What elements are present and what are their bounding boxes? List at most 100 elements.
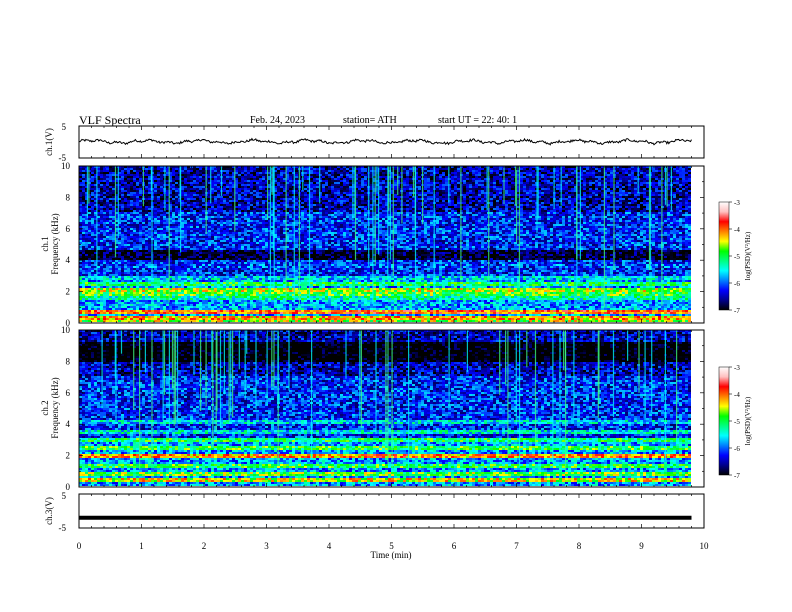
spectrogram-cell (511, 172, 514, 174)
spectrogram-cell (286, 200, 289, 202)
spectrogram-cell (250, 198, 253, 200)
spectrogram-cell (595, 188, 598, 190)
spectrogram-cell (397, 206, 400, 208)
spectrogram-cell (580, 174, 583, 176)
spectrogram-cell (199, 192, 202, 194)
spectrogram-cell (550, 178, 553, 180)
spectrogram-cell (190, 190, 193, 192)
spectrogram-cell (634, 194, 637, 196)
spectrogram-cell (130, 194, 133, 196)
spectrogram-cell (556, 184, 559, 186)
spectrogram-cell (169, 204, 172, 206)
spectrogram-cell (499, 190, 502, 192)
spectrogram-cell (493, 192, 496, 194)
spectrogram-cell (202, 186, 205, 188)
spectrogram-cell (103, 188, 106, 190)
spectrogram-cell (643, 168, 646, 170)
spectrogram-cell (241, 214, 244, 216)
spectrogram-cell (79, 188, 82, 190)
spectrogram-cell (178, 200, 181, 202)
spectrogram-cell (508, 204, 511, 206)
spectrogram-cell (202, 168, 205, 170)
spectrogram-cell (346, 202, 349, 204)
spectrogram-cell (277, 198, 280, 200)
spectrogram-cell (313, 212, 316, 214)
spectrogram-cell (574, 208, 577, 210)
spectrogram-cell (541, 204, 544, 206)
spectrogram-cell (322, 204, 325, 206)
spectrogram-cell (523, 178, 526, 180)
spectrogram-cell (223, 170, 226, 172)
spectrogram-cell (358, 170, 361, 172)
spectrogram-cell (580, 208, 583, 210)
spectrogram-cell (592, 210, 595, 212)
spectrogram-cell (370, 204, 373, 206)
spectrogram-cell (595, 172, 598, 174)
spectrogram-cell (646, 170, 649, 172)
spectrogram-cell (532, 182, 535, 184)
spectrogram-cell (538, 186, 541, 188)
spectrogram-cell (391, 174, 394, 176)
spectrogram-cell (262, 166, 265, 168)
spectrogram-cell (109, 206, 112, 208)
spectrogram-cell (304, 166, 307, 168)
spectrogram-cell (385, 168, 388, 170)
spectrogram-cell (301, 196, 304, 198)
spectrogram-cell (259, 190, 262, 192)
spectrogram-cell (373, 176, 376, 178)
spectrogram-cell (568, 174, 571, 176)
spectrogram-cell (616, 176, 619, 178)
spectrogram-cell (403, 174, 406, 176)
spectrogram-cell (316, 168, 319, 170)
spectrogram-cell (226, 182, 229, 184)
spectrogram-cell (592, 186, 595, 188)
spectrogram-cell (541, 200, 544, 202)
start-time-label: start UT = 22: 40: 1 (438, 115, 517, 126)
spectrogram-cell (451, 168, 454, 170)
spectrogram-cell (292, 190, 295, 192)
spectrogram-cell (580, 170, 583, 172)
spectrogram-cell (574, 200, 577, 202)
spectrogram-cell (580, 168, 583, 170)
spectrogram-cell (157, 174, 160, 176)
spectrogram-cell (208, 184, 211, 186)
spectrogram-cell (499, 182, 502, 184)
spectrogram-cell (133, 186, 136, 188)
spectrogram-cell (295, 212, 298, 214)
spectrogram-cell (469, 168, 472, 170)
spectrogram-cell (544, 194, 547, 196)
spectrogram-cell (526, 186, 529, 188)
spectrogram-cell (313, 172, 316, 174)
spectrogram-cell (289, 192, 292, 194)
spectrogram-cell (427, 212, 430, 214)
spectrogram-cell (184, 166, 187, 168)
spectrogram-cell (283, 194, 286, 196)
spectrogram-cell (160, 184, 163, 186)
spectrogram-cell (109, 184, 112, 186)
spectrogram-cell (223, 182, 226, 184)
spectrogram-cell (424, 200, 427, 202)
spectrogram-cell (334, 172, 337, 174)
spectrogram-cell (397, 178, 400, 180)
spectrogram-cell (169, 182, 172, 184)
spectrogram-cell (592, 194, 595, 196)
spectrogram-cell (670, 212, 673, 214)
spectrogram-cell (580, 182, 583, 184)
spectrogram-cell (652, 190, 655, 192)
spectrogram-cell (319, 182, 322, 184)
spectrogram-cell (469, 204, 472, 206)
spectrogram-cell (490, 194, 493, 196)
spectrogram-cell (169, 192, 172, 194)
spectrogram-cell (121, 166, 124, 168)
spectrogram-cell (598, 170, 601, 172)
spectrogram-cell (397, 210, 400, 212)
spectrogram-cell (538, 210, 541, 212)
spectrogram-cell (403, 190, 406, 192)
spectrogram-cell (196, 202, 199, 204)
spectrogram-cell (322, 176, 325, 178)
spectrogram-cell (358, 208, 361, 210)
spectrogram-cell (559, 202, 562, 204)
spectrogram-cell (280, 204, 283, 206)
spectrogram-cell (607, 196, 610, 198)
spectrogram-cell (499, 210, 502, 212)
